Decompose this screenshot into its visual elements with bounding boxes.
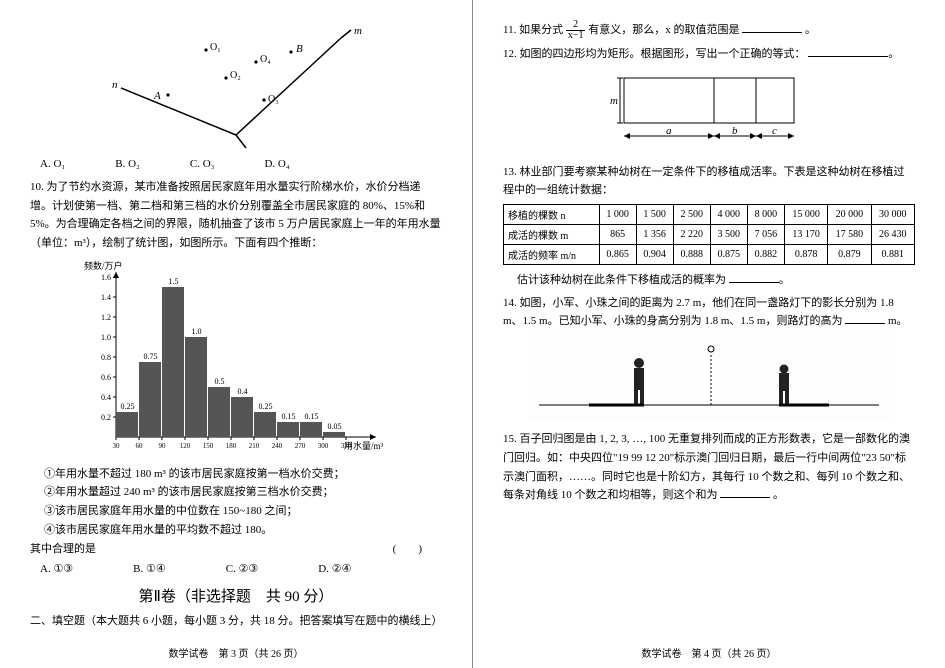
q11: 11. 如果分式 2 x−1 有意义，那么，x 的取值范围是 。 — [503, 20, 915, 41]
svg-text:0.75: 0.75 — [144, 352, 158, 361]
svg-text:90: 90 — [159, 442, 167, 450]
q9-options: A. O₁ B. O₂ C. O₃ D. O₄ — [40, 158, 442, 170]
label-A: A — [153, 90, 161, 102]
person-right-icon — [779, 365, 789, 406]
stmt-1: ①年用水量不超过 180 m³ 的该市居民家庭按第一档水价交费； — [44, 465, 442, 484]
stmt-tail: 其中合理的是 ( ) — [30, 540, 442, 559]
footer-right: 数学试卷 第 4 页（共 26 页） — [473, 645, 945, 660]
svg-text:0.2: 0.2 — [101, 413, 111, 422]
q15: 15. 百子回归图是由 1, 2, 3, …, 100 无重复排列而成的正方形数… — [503, 430, 915, 505]
fill-blank-title: 二、填空题（本大题共 6 小题，每小题 3 分，共 18 分。把答案填写在题中的… — [30, 612, 442, 628]
svg-text:270: 270 — [295, 442, 306, 450]
svg-text:0.4: 0.4 — [238, 387, 248, 396]
row-header-m: 成活的棵数 m — [504, 225, 600, 245]
label-O3: O₃ — [268, 94, 279, 105]
svg-text:0.25: 0.25 — [259, 402, 273, 411]
opt-D: D. ②④ — [318, 562, 351, 575]
label-b: b — [732, 125, 738, 137]
label-n: n — [112, 79, 118, 91]
y-axis-label: 频数/万户 — [84, 260, 123, 271]
table-row: 成活的棵数 m 8651 356 2 2203 500 7 05613 170 … — [504, 225, 915, 245]
svg-text:240: 240 — [272, 442, 283, 450]
page-left: n m A B O₁ O₂ O₃ O₄ A. O₁ B. O₂ C. O₃ D.… — [0, 0, 472, 668]
fraction-icon: 2 x−1 — [566, 20, 586, 41]
row-header-f: 成活的频率 m/n — [504, 245, 600, 265]
blank-line — [742, 32, 802, 33]
opt-A: A. ①③ — [40, 562, 73, 575]
page-right: 11. 如果分式 2 x−1 有意义，那么，x 的取值范围是 。 12. 如图的… — [473, 0, 945, 668]
svg-text:0.4: 0.4 — [101, 393, 111, 402]
svg-text:120: 120 — [180, 442, 191, 450]
opt-B: B. O₂ — [115, 158, 140, 170]
label-O1: O₁ — [210, 42, 221, 53]
svg-text:1.4: 1.4 — [101, 293, 111, 302]
person-left-icon — [634, 358, 644, 405]
label-O4: O₄ — [260, 54, 271, 65]
q13-tail: 估计该种幼树在此条件下移植成活的概率为 。 — [517, 271, 915, 290]
row-header-n: 移植的棵数 n — [504, 205, 600, 225]
svg-text:30: 30 — [113, 442, 121, 450]
svg-text:1.0: 1.0 — [101, 333, 111, 342]
label-m: m — [354, 25, 362, 37]
q10-options: A. ①③ B. ①④ C. ②③ D. ②④ — [40, 562, 442, 575]
footer-left: 数学试卷 第 3 页（共 26 页） — [0, 645, 472, 660]
svg-text:1.0: 1.0 — [192, 327, 202, 336]
svg-text:0.6: 0.6 — [101, 373, 111, 382]
svg-text:0.05: 0.05 — [328, 422, 342, 431]
opt-B: B. ①④ — [133, 562, 166, 575]
label-c: c — [772, 125, 777, 137]
svg-text:60: 60 — [136, 442, 144, 450]
svg-text:150: 150 — [203, 442, 214, 450]
svg-text:180: 180 — [226, 442, 237, 450]
shadow-diagram — [529, 335, 889, 420]
label-O2: O₂ — [230, 70, 241, 81]
blank-line — [845, 323, 885, 324]
stmt-4: ④该市居民家庭年用水量的平均数不超过 180。 — [44, 521, 442, 540]
rectangle-diagram: m a b c — [594, 68, 824, 153]
section-2-title: 第Ⅱ卷（非选择题 共 90 分） — [30, 585, 442, 606]
table-row: 移植的棵数 n 1 0001 500 2 5004 000 8 00015 00… — [504, 205, 915, 225]
opt-C: C. ②③ — [226, 562, 259, 575]
opt-D: D. O₄ — [264, 158, 289, 170]
svg-text:1.6: 1.6 — [101, 273, 111, 282]
svg-text:0.5: 0.5 — [215, 377, 225, 386]
q10-num: 10. — [30, 181, 44, 193]
q14: 14. 如图，小军、小珠之间的距离为 2.7 m，他们在同一盏路灯下的影长分别为… — [503, 294, 915, 331]
blank-line — [808, 56, 888, 57]
table-row: 成活的频率 m/n 0.8650.904 0.8880.875 0.8820.8… — [504, 245, 915, 265]
q10-text: 10. 为了节约水资源，某市准备按照居民家庭年用水量实行阶梯水价，水价分档递增。… — [30, 178, 442, 253]
svg-text:330: 330 — [341, 442, 352, 450]
svg-text:210: 210 — [249, 442, 260, 450]
label-m: m — [610, 95, 618, 107]
bar-chart: 频数/万户 用水量/m³ 0.20.40.60.81.01.21.41.6 30… — [76, 257, 396, 457]
q12: 12. 如图的四边形均为矩形。根据图形，写出一个正确的等式： 。 — [503, 45, 915, 64]
geometry-diagram: n m A B O₁ O₂ O₃ O₄ — [106, 20, 366, 150]
blank-line — [720, 497, 770, 498]
q13-text: 13. 林业部门要考察某种幼树在一定条件下的移植成活率。下表是这种幼树在移植过程… — [503, 163, 915, 200]
svg-text:0.15: 0.15 — [305, 412, 319, 421]
svg-text:1.5: 1.5 — [169, 277, 179, 286]
stmt-2: ②年用水量超过 240 m³ 的该市居民家庭按第三档水价交费； — [44, 483, 442, 502]
opt-C: C. O₃ — [190, 158, 215, 170]
svg-text:1.2: 1.2 — [101, 313, 111, 322]
svg-text:0.8: 0.8 — [101, 353, 111, 362]
svg-text:0.15: 0.15 — [282, 412, 296, 421]
opt-A: A. O₁ — [40, 158, 65, 170]
label-a: a — [666, 125, 672, 137]
svg-text:300: 300 — [318, 442, 329, 450]
blank-line — [729, 282, 779, 283]
stmt-3: ③该市居民家庭年用水量的中位数在 150~180 之间； — [44, 502, 442, 521]
survival-table: 移植的棵数 n 1 0001 500 2 5004 000 8 00015 00… — [503, 204, 915, 265]
answer-paren: ( ) — [393, 540, 422, 559]
label-B: B — [296, 43, 303, 55]
svg-text:0.25: 0.25 — [121, 402, 135, 411]
q10-body: 为了节约水资源，某市准备按照居民家庭年用水量实行阶梯水价，水价分档递增。计划使第… — [30, 181, 441, 249]
